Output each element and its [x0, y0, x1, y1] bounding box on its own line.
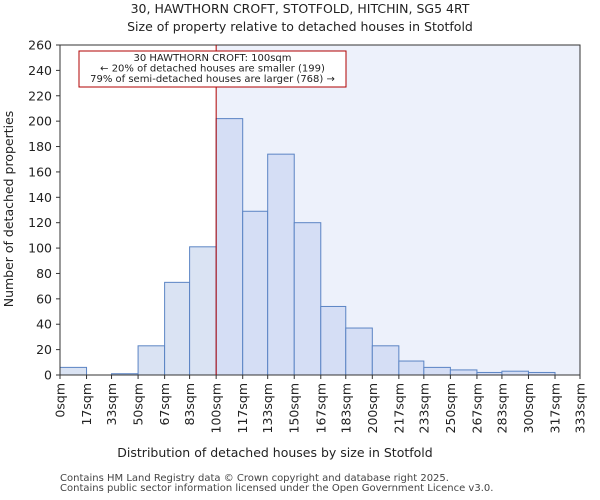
annotation-line-2: ← 20% of detached houses are smaller (19… — [100, 64, 325, 75]
bar-217sqm — [398, 360, 425, 376]
x-tick-label-233sqm: 233sqm — [416, 383, 431, 433]
y-tick-label-220: 220 — [28, 88, 52, 103]
bar-167sqm — [320, 305, 347, 376]
bar-83sqm — [189, 246, 217, 376]
footer-line-1: Contains HM Land Registry data © Crown c… — [60, 473, 449, 484]
x-tick-label-117sqm: 117sqm — [235, 383, 250, 433]
x-tick-label-100sqm: 100sqm — [209, 383, 224, 433]
bar-50sqm — [137, 345, 166, 376]
x-tick-label-300sqm: 300sqm — [521, 383, 536, 433]
x-tick-label-333sqm: 333sqm — [573, 383, 588, 433]
x-tick-label-0sqm: 0sqm — [53, 383, 68, 418]
footer-line-2: Contains public sector information licen… — [60, 483, 494, 494]
bar-183sqm — [345, 327, 373, 376]
x-tick-label-200sqm: 200sqm — [365, 383, 380, 433]
x-tick-label-217sqm: 217sqm — [391, 383, 406, 433]
y-tick-label-180: 180 — [28, 139, 52, 154]
bar-250sqm — [449, 369, 478, 376]
x-axis-label: Distribution of detached houses by size … — [117, 445, 432, 460]
bar-283sqm — [501, 370, 529, 376]
plot-area: 0 20 40 60 80 100 120 140 160 180 200 220 240 260 0sqm… — [28, 38, 587, 434]
x-tick-label-250sqm: 250sqm — [443, 383, 458, 433]
y-tick-label-120: 120 — [28, 215, 52, 230]
bar-133sqm — [267, 153, 295, 376]
y-tick-label-200: 200 — [28, 114, 52, 129]
chart-subtitle: Size of property relative to detached ho… — [127, 19, 473, 34]
y-axis-label: Number of detached properties — [1, 111, 16, 308]
bar-117sqm — [242, 210, 269, 376]
x-tick-label-83sqm: 83sqm — [182, 383, 197, 426]
x-tick-label-33sqm: 33sqm — [104, 383, 119, 426]
bar-100sqm — [215, 118, 244, 376]
annotation-box — [78, 50, 347, 88]
bar-67sqm — [164, 281, 191, 376]
chart-title: 30, HAWTHORN CROFT, STOTFOLD, HITCHIN, S… — [131, 1, 470, 16]
y-tick-label-0: 0 — [44, 368, 52, 383]
y-tick-label-20: 20 — [36, 342, 52, 357]
bar-0sqm — [59, 366, 88, 376]
x-tick-label-267sqm: 267sqm — [469, 383, 484, 433]
y-tick-label-60: 60 — [36, 291, 52, 306]
bar-233sqm — [423, 366, 451, 376]
x-tick-label-283sqm: 283sqm — [494, 383, 509, 433]
bar-150sqm — [293, 222, 322, 376]
x-tick-label-167sqm: 167sqm — [313, 383, 328, 433]
x-tick-label-317sqm: 317sqm — [548, 383, 563, 433]
x-tick-label-17sqm: 17sqm — [79, 383, 94, 426]
bar-200sqm — [371, 345, 400, 376]
annotation-line-1: 30 HAWTHORN CROFT: 100sqm — [133, 53, 291, 64]
y-tick-label-160: 160 — [28, 164, 52, 179]
x-tick-label-133sqm: 133sqm — [260, 383, 275, 433]
x-tick-label-67sqm: 67sqm — [157, 383, 172, 426]
y-tick-label-240: 240 — [28, 63, 52, 78]
x-tick-label-150sqm: 150sqm — [287, 383, 302, 433]
y-tick-label-40: 40 — [36, 317, 52, 332]
y-tick-label-260: 260 — [28, 38, 52, 53]
annotation-line-3: 79% of semi-detached houses are larger (… — [90, 74, 335, 85]
y-tick-label-100: 100 — [28, 241, 52, 256]
x-tick-label-50sqm: 50sqm — [131, 383, 146, 426]
y-tick-label-140: 140 — [28, 190, 52, 205]
x-tick-label-183sqm: 183sqm — [338, 383, 353, 433]
plot-frame — [59, 44, 581, 376]
y-tick-label-80: 80 — [36, 266, 52, 281]
